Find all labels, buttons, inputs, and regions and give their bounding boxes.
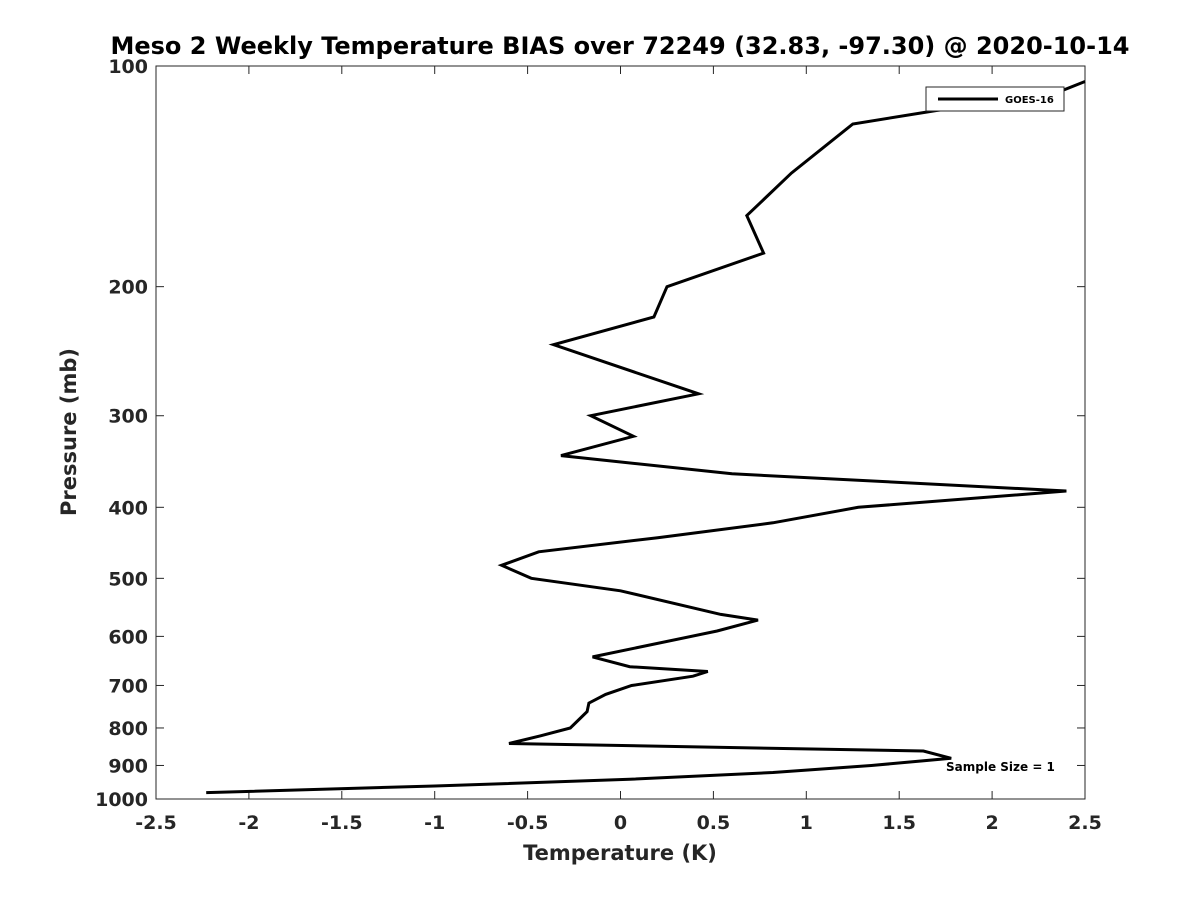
- y-tick-label: 800: [108, 718, 148, 740]
- x-axis: -2.5 -2 -1.5 -1 -0.5 0 0.5 1 1.5 2 2.5: [135, 66, 1102, 834]
- y-axis: 100 200 300 400 500 600 700 800 900 1000: [95, 56, 1085, 811]
- x-tick-label: -2: [238, 812, 259, 834]
- x-tick-label: 2: [985, 812, 998, 834]
- series-layer: [206, 80, 1086, 795]
- y-tick-label: 100: [108, 56, 148, 78]
- x-tick-label: -1.5: [321, 812, 363, 834]
- x-tick-label: 1: [800, 812, 813, 834]
- y-tick-label: 600: [108, 626, 148, 648]
- x-tick-label: -1: [424, 812, 445, 834]
- y-tick-label: 400: [108, 497, 148, 519]
- x-tick-label: 0.5: [697, 812, 731, 834]
- x-axis-label: Temperature (K): [523, 841, 717, 865]
- x-tick-label: 1.5: [882, 812, 916, 834]
- y-tick-label: 200: [108, 277, 148, 299]
- y-tick-label: 300: [108, 406, 148, 428]
- plot-area: [155, 65, 1086, 800]
- sample-size-annotation: Sample Size = 1: [946, 760, 1055, 774]
- x-tick-label: -0.5: [507, 812, 549, 834]
- y-tick-label: 700: [108, 675, 148, 697]
- legend: GOES-16: [925, 86, 1065, 112]
- chart-title: Meso 2 Weekly Temperature BIAS over 7224…: [110, 32, 1129, 60]
- x-tick-label: -2.5: [135, 812, 177, 834]
- y-tick-label: 500: [108, 568, 148, 590]
- x-tick-label: 2.5: [1068, 812, 1102, 834]
- y-tick-label: 900: [108, 755, 148, 777]
- series-line-goes-16: [206, 80, 1086, 795]
- legend-label-goes-16: GOES-16: [1005, 95, 1054, 106]
- y-tick-label: 1000: [95, 789, 148, 811]
- y-axis-label: Pressure (mb): [57, 348, 81, 516]
- x-tick-label: 0: [614, 812, 627, 834]
